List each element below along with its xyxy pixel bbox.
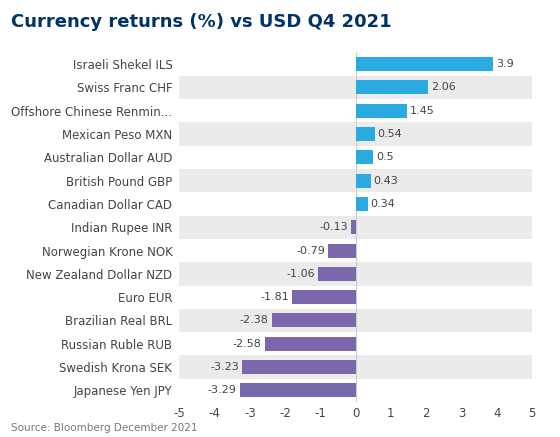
Bar [351,220,356,234]
Bar [179,379,532,402]
Text: 0.5: 0.5 [376,153,394,162]
Bar [179,169,532,192]
Bar [318,267,356,281]
Bar [179,52,532,76]
Text: -0.13: -0.13 [320,222,348,232]
Text: Source: Bloomberg December 2021: Source: Bloomberg December 2021 [11,423,198,433]
Bar [240,383,356,397]
Bar [328,243,356,257]
Text: -2.58: -2.58 [233,339,262,349]
Bar [356,57,493,71]
Text: -1.06: -1.06 [287,269,315,279]
Text: -2.38: -2.38 [240,316,269,326]
Text: 0.34: 0.34 [370,199,395,209]
Bar [179,262,532,285]
Bar [356,80,428,94]
Text: 3.9: 3.9 [496,59,514,69]
Text: 0.43: 0.43 [374,176,398,186]
Bar [179,122,532,146]
Bar [264,337,356,351]
Bar [179,146,532,169]
Bar [179,332,532,355]
Text: -3.29: -3.29 [208,385,237,395]
Bar [272,313,356,327]
Bar [179,239,532,262]
Bar [179,355,532,379]
Text: -1.81: -1.81 [260,292,289,302]
Bar [179,309,532,332]
Bar [179,99,532,122]
Bar [179,285,532,309]
Bar [179,215,532,239]
Text: Currency returns (%) vs USD Q4 2021: Currency returns (%) vs USD Q4 2021 [11,13,392,31]
Bar [356,150,373,164]
Bar [179,192,532,215]
Bar [292,290,356,304]
Text: -0.79: -0.79 [296,246,325,256]
Text: -3.23: -3.23 [210,362,239,372]
Text: 1.45: 1.45 [409,106,435,116]
Bar [179,76,532,99]
Text: 0.54: 0.54 [377,129,402,139]
Bar [356,127,375,141]
Bar [242,360,356,374]
Bar [356,104,407,118]
Bar [356,197,367,211]
Bar [356,173,371,187]
Text: 2.06: 2.06 [431,83,456,92]
